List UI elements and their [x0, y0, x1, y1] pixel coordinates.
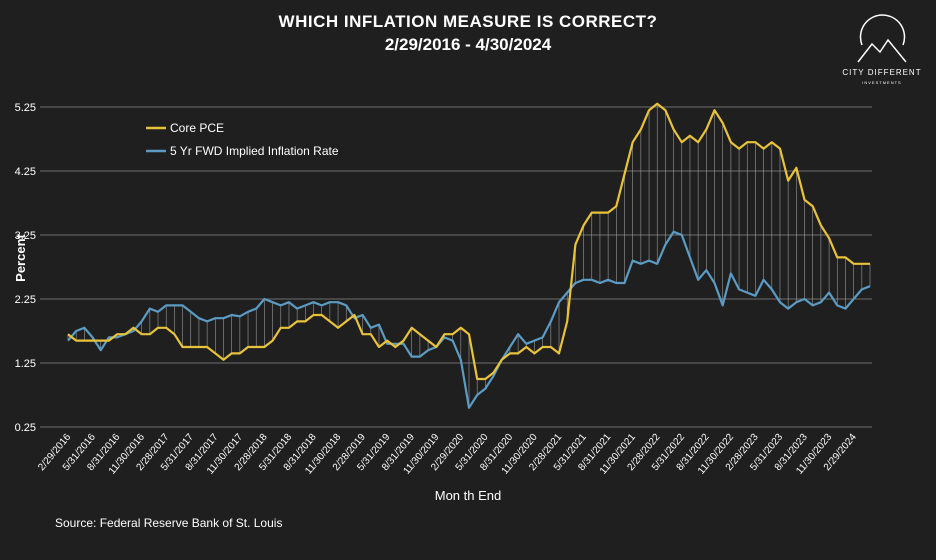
legend-label: 5 Yr FWD Implied Inflation Rate [170, 144, 339, 158]
logo [857, 14, 907, 63]
y-tick-label: 3.25 [15, 230, 36, 242]
logo-mountains [857, 38, 907, 63]
logo-subtext: INVESTMENTS [862, 80, 901, 85]
series-line [67, 102, 870, 381]
y-tick-label: 5.25 [15, 102, 36, 114]
chart-title: WHICH INFLATION MEASURE IS CORRECT? [279, 12, 658, 31]
chart-subtitle: 2/29/2016 - 4/30/2024 [385, 35, 552, 54]
y-tick-label: 2.25 [15, 294, 36, 306]
y-axis-label: Percent [13, 233, 28, 281]
y-tick-label: 0.25 [15, 422, 36, 434]
logo-text: CITY DIFFERENT [842, 68, 921, 77]
series-line [67, 230, 871, 409]
logo-arc [859, 14, 906, 46]
legend-label: Core PCE [170, 121, 224, 135]
y-tick-label: 1.25 [15, 358, 36, 370]
x-axis-label: Mon th End [435, 488, 502, 503]
y-tick-label: 4.25 [15, 166, 36, 178]
source-note: Source: Federal Reserve Bank of St. Loui… [55, 516, 282, 530]
